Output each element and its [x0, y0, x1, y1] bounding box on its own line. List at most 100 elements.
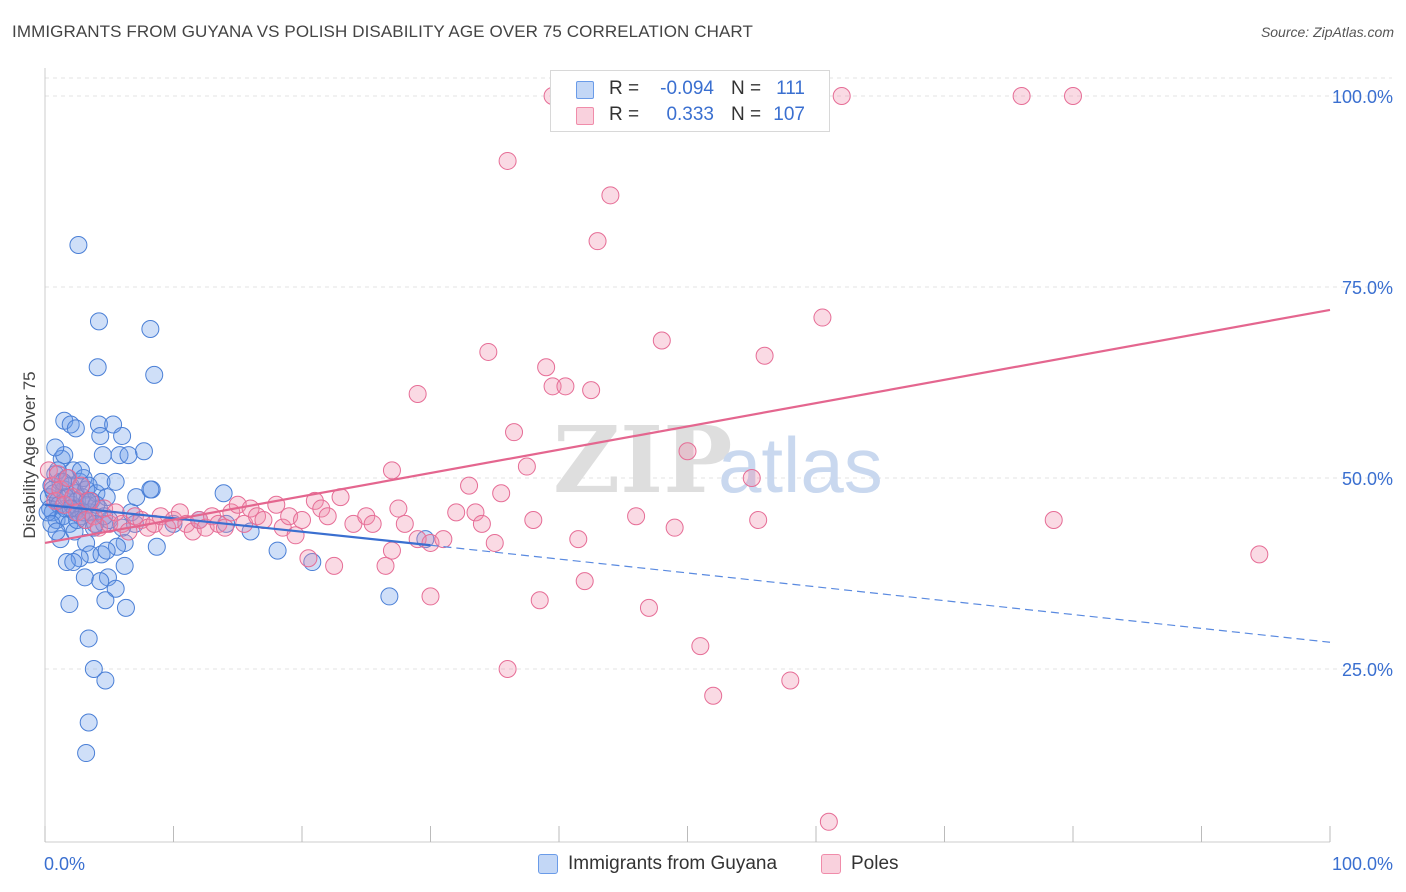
poles-point: [325, 556, 344, 575]
poles-point: [749, 511, 768, 530]
poles-point: [819, 812, 838, 831]
poles-point: [312, 499, 331, 518]
r-label: R =: [609, 78, 640, 99]
y-tick-label: 25.0%: [1342, 660, 1393, 680]
poles-point: [517, 457, 536, 476]
poles-point: [215, 518, 234, 537]
grid-lines: [45, 77, 1392, 670]
guyana-point: [97, 541, 116, 560]
poles-point: [84, 507, 103, 526]
poles-point: [485, 533, 504, 552]
legend-swatch-guyana: [576, 81, 594, 99]
poles-point: [832, 87, 851, 105]
poles-point: [505, 423, 524, 442]
poles-point: [498, 151, 517, 170]
poles-point: [318, 507, 337, 526]
guyana-trend-line: [44, 503, 431, 547]
poles-point: [421, 587, 440, 606]
guyana-point: [116, 598, 135, 617]
poles-point: [556, 377, 575, 396]
guyana-point: [380, 587, 399, 606]
poles-point: [582, 381, 601, 400]
series-legend: Immigrants from Guyana Poles: [0, 852, 1406, 876]
n-value: 107: [773, 104, 805, 125]
legend-label-guyana: Immigrants from Guyana: [568, 853, 778, 874]
guyana-point: [115, 556, 134, 575]
guyana-point: [55, 446, 74, 465]
r-value: 0.333: [666, 104, 714, 125]
poles-point: [395, 514, 414, 533]
r-value: -0.094: [660, 78, 714, 99]
poles-point: [158, 518, 177, 537]
poles-point: [71, 476, 90, 495]
poles-point: [755, 346, 774, 365]
poles-point: [652, 331, 671, 350]
legend-swatch-guyana: [538, 854, 558, 874]
guyana-point: [134, 442, 153, 461]
guyana-point: [145, 365, 164, 384]
guyana-point: [79, 713, 98, 732]
legend-label-poles: Poles: [851, 853, 899, 874]
poles-point: [813, 308, 832, 327]
poles-trend-line: [44, 308, 1331, 545]
y-tick-label: 75.0%: [1342, 278, 1393, 298]
source-label: Source: ZipAtlas.com: [1260, 24, 1394, 40]
poles-point: [408, 384, 427, 403]
poles-point: [293, 511, 311, 530]
n-label: N =: [731, 78, 762, 99]
poles-point: [781, 671, 800, 690]
poles-point: [447, 503, 466, 522]
poles-point: [472, 514, 491, 533]
guyana-point: [141, 320, 160, 339]
poles-point: [639, 598, 658, 617]
guyana-point: [113, 426, 132, 445]
legend-row-guyana: R = -0.094 N = 111: [551, 77, 829, 101]
poles-point: [543, 377, 562, 396]
tick-labels: 25.0% 50.0% 75.0% 100.0% 0.0% 100.0%: [44, 87, 1393, 874]
y-tick-label: 100.0%: [1332, 87, 1393, 107]
guyana-point: [88, 358, 107, 377]
poles-point: [460, 476, 479, 495]
poles-point: [1012, 87, 1031, 105]
guyana-point: [89, 312, 108, 331]
poles-point: [704, 686, 723, 705]
poles-point: [588, 232, 607, 251]
poles-point: [627, 507, 646, 526]
legend-swatch-poles: [576, 107, 594, 125]
guyana-point: [91, 426, 110, 445]
poles-point: [466, 503, 485, 522]
guyana-point: [57, 553, 76, 572]
guyana-point: [77, 744, 96, 763]
poles-point: [363, 514, 382, 533]
chart-title: IMMIGRANTS FROM GUYANA VS POLISH DISABIL…: [12, 22, 753, 41]
guyana-point: [127, 488, 146, 507]
guyana-point: [214, 484, 233, 503]
poles-point: [537, 358, 556, 377]
guyana-point: [147, 537, 166, 556]
guyana-point: [69, 235, 88, 254]
poles-point: [1044, 511, 1063, 530]
poles-point: [524, 511, 543, 530]
guyana-point: [97, 488, 116, 507]
trend-lines: [44, 308, 1331, 643]
n-label: N =: [731, 104, 762, 125]
guyana-point: [64, 553, 83, 572]
guyana-point: [119, 446, 138, 465]
data-points: [38, 87, 1269, 831]
guyana-point: [89, 415, 108, 434]
guyana-point: [47, 522, 66, 541]
correlation-legend: R = -0.094 N = 111 R = 0.333 N = 107: [550, 70, 830, 132]
poles-point: [389, 499, 408, 518]
legend-swatch-poles: [821, 854, 841, 874]
poles-point: [48, 465, 67, 484]
poles-point: [376, 556, 395, 575]
poles-point: [601, 186, 620, 205]
guyana-trend-extension: [430, 544, 1331, 643]
poles-point: [305, 491, 324, 510]
guyana-point: [106, 472, 125, 491]
guyana-point: [96, 671, 115, 690]
guyana-point: [268, 541, 287, 560]
legend-row-poles: R = 0.333 N = 107: [551, 103, 829, 127]
poles-point: [479, 342, 498, 361]
guyana-point: [107, 537, 126, 556]
